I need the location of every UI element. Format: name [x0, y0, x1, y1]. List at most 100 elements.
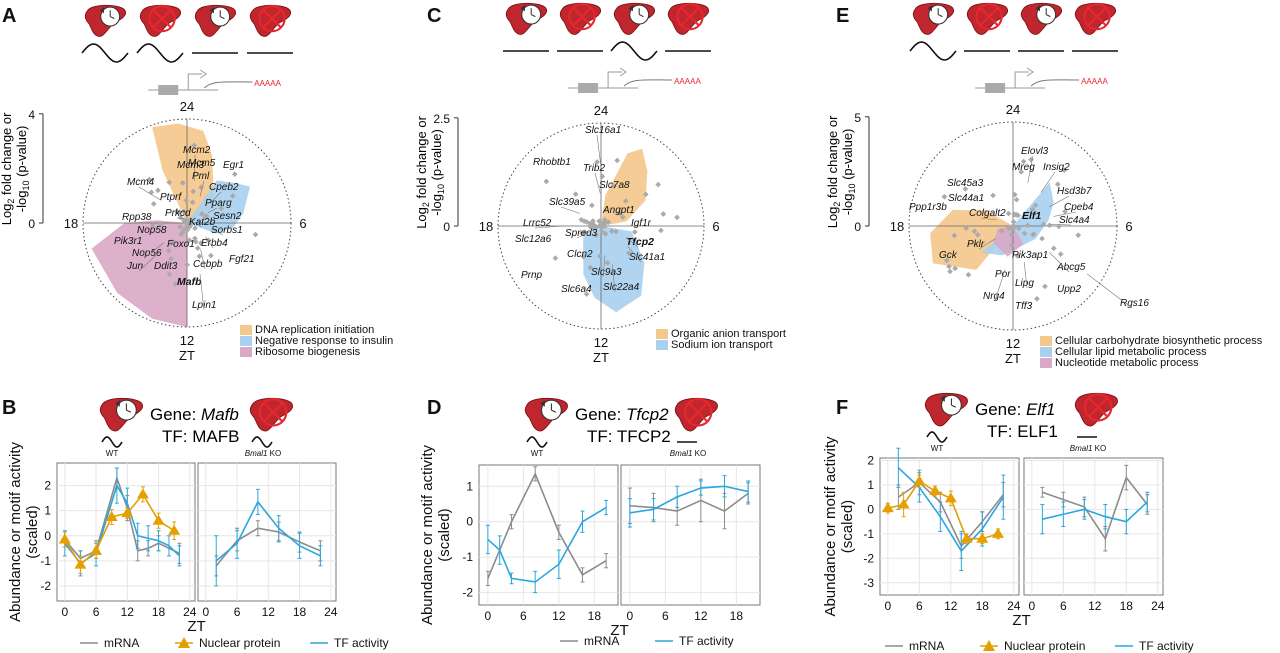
- legend-item-protein: Nuclear protein: [175, 636, 280, 650]
- zt-label-12: 12: [180, 333, 194, 348]
- gene-label: Erbb4: [201, 238, 228, 249]
- legend-label: Sodium ion transport: [671, 339, 773, 351]
- y-axis-title-line1: Abundance or motif activity: [7, 441, 24, 622]
- gene-point: [1009, 241, 1015, 248]
- gene-label: Mcm4: [127, 177, 155, 188]
- series-tf: [1040, 491, 1150, 535]
- protein-point: [90, 544, 103, 555]
- cross-line: [572, 7, 592, 26]
- gene-point: [252, 231, 259, 238]
- gene-point: [619, 214, 626, 220]
- facet-wt: 0 6 12 18 24 2 1 0 -1 -2: [40, 462, 197, 619]
- facet-ko: 0 6 12 18 24: [197, 462, 338, 619]
- clock-hand: [126, 409, 132, 413]
- liver-ko-icon: [249, 397, 293, 432]
- gene-title: Gene: Tfcp2: [575, 405, 669, 424]
- protein-point: [992, 527, 1005, 538]
- gene-point: [181, 208, 187, 215]
- x-tick-label: 24: [183, 605, 197, 619]
- gene-point: [179, 180, 186, 186]
- gene-label: Tff3: [1015, 301, 1033, 312]
- gene-label: Slc41a1: [629, 252, 665, 263]
- leader-line: [207, 207, 218, 214]
- wt-label: WT: [531, 449, 544, 458]
- series-tf: [214, 488, 323, 587]
- protein-point: [58, 533, 71, 544]
- gene-point: [1015, 225, 1022, 232]
- leader-line: [978, 238, 996, 250]
- gene-label: Mcm2: [183, 145, 211, 156]
- gene-point: [1010, 219, 1017, 225]
- liver-ko-icon: [139, 4, 182, 37]
- y-axis-title-line1: Abundance or motif activity: [419, 444, 436, 625]
- gene-point: [199, 211, 205, 217]
- leader-line: [625, 237, 639, 248]
- x-tick-label: 0: [627, 609, 634, 623]
- clock-hand: [937, 14, 943, 18]
- liver-icon: [524, 397, 568, 432]
- radial-scale-zero: 0: [28, 217, 35, 231]
- gene-label: Angpt1: [602, 205, 635, 216]
- sector-dna-replication: [152, 123, 215, 223]
- gene-point: [191, 142, 197, 149]
- series-line: [1042, 501, 1148, 523]
- cross-line: [688, 402, 708, 422]
- radial-scale-max: 5: [854, 111, 861, 125]
- legend-label: Cellular lipid metabolic process: [1055, 346, 1207, 358]
- gene-point: [943, 257, 950, 264]
- ko-label: Bmal1 KO: [670, 449, 706, 458]
- gene-point: [187, 216, 194, 223]
- x-tick-label: 12: [552, 609, 566, 623]
- gene-point: [186, 237, 192, 243]
- gene-point: [990, 192, 996, 199]
- gene-point: [974, 232, 981, 238]
- gene-point: [614, 157, 620, 164]
- y-tick-label: 1: [466, 479, 473, 493]
- gene-label: Nrg4: [983, 291, 1005, 302]
- gene-point: [642, 191, 649, 198]
- gene-point: [674, 214, 680, 221]
- gene-point: [176, 209, 182, 215]
- gene-label: Elovl3: [1021, 146, 1049, 157]
- x-tick-label: 6: [662, 609, 669, 623]
- protein-point: [944, 492, 957, 503]
- gene-point: [608, 228, 615, 235]
- gene-point: [965, 271, 972, 278]
- legend-item-tf: TF activity: [655, 634, 734, 648]
- x-tick-label: 18: [976, 599, 990, 613]
- leader-line: [1027, 155, 1034, 183]
- facet-frame: [197, 462, 337, 602]
- y-tick-label: -1: [863, 527, 874, 541]
- cross-circle: [258, 398, 288, 427]
- gene-label: Rgs16: [1120, 298, 1149, 309]
- gene-point: [1008, 232, 1015, 238]
- cross-circle: [148, 5, 176, 33]
- gene-point: [166, 271, 173, 278]
- clock-arrow: [99, 7, 104, 14]
- gene-label: Clcn2: [567, 249, 593, 260]
- panel-letter: D: [427, 397, 441, 419]
- y-tick-label: -1: [462, 550, 473, 564]
- gene-point: [149, 222, 156, 229]
- panel-letter: C: [427, 5, 441, 27]
- protein-point: [105, 510, 118, 521]
- gene-point: [1056, 223, 1062, 230]
- leader-line: [211, 228, 224, 236]
- legend-item-tf: TF activity: [1115, 639, 1194, 653]
- cross-line: [262, 9, 282, 28]
- gene-point: [231, 171, 238, 177]
- gene-point: [604, 259, 611, 266]
- legend-label: Organic anion transport: [671, 328, 786, 340]
- sector-lipid: [981, 182, 1054, 256]
- clock-arrow: [115, 400, 120, 407]
- legend-item-protein: Nuclear protein: [980, 639, 1085, 653]
- gene-point: [581, 218, 588, 224]
- leader-line: [1049, 252, 1070, 273]
- clock-arrow: [209, 7, 214, 14]
- liver-icon: [99, 397, 143, 432]
- clock-hand: [1045, 14, 1051, 18]
- gene-point: [166, 179, 173, 186]
- gene-point: [1020, 158, 1027, 165]
- leader-line: [1040, 171, 1056, 193]
